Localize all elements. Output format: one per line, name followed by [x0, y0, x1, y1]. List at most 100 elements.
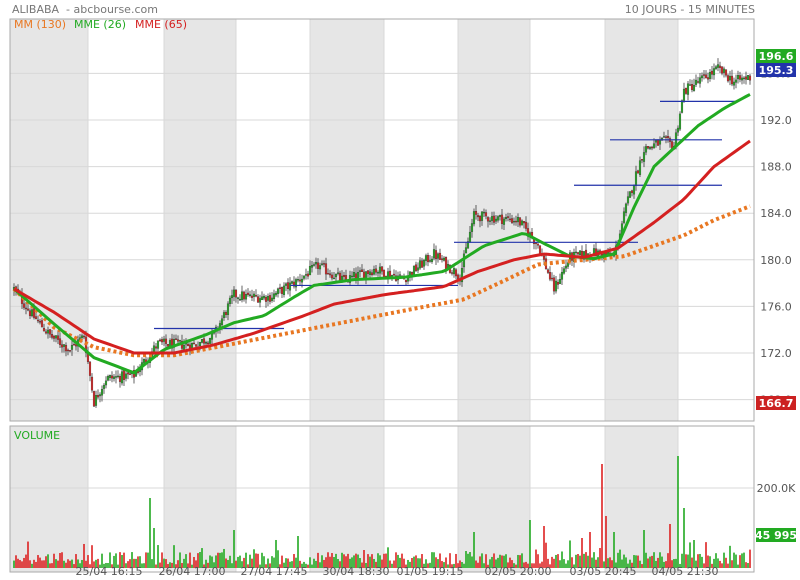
session-shade — [310, 19, 384, 421]
candle-body — [164, 338, 168, 344]
volume-bar — [381, 559, 383, 568]
volume-bar — [477, 562, 479, 568]
volume-bar — [375, 561, 377, 568]
candle-body — [678, 113, 682, 130]
volume-bar — [597, 557, 599, 568]
candle-body — [370, 272, 374, 276]
candle-body — [232, 289, 236, 297]
session-shade — [164, 19, 236, 421]
candle-body — [48, 329, 52, 335]
candle-body — [338, 272, 342, 281]
candle-body — [154, 346, 158, 349]
candle-body — [652, 143, 656, 149]
volume-bar — [241, 561, 243, 568]
volume-bar — [55, 559, 57, 568]
candle-body — [632, 184, 636, 195]
volume-bar — [385, 553, 387, 568]
volume-bar — [213, 562, 215, 568]
volume-bar — [681, 553, 683, 568]
candle-body — [716, 64, 720, 68]
session-shading — [10, 19, 678, 572]
volume-bar — [71, 559, 73, 568]
volume-bar — [207, 562, 209, 568]
volume-bar — [649, 556, 651, 568]
candle-body — [94, 395, 98, 406]
candle-body — [294, 279, 298, 288]
volume-bar — [405, 564, 407, 568]
volume-bar — [217, 552, 219, 568]
candle-body — [260, 296, 264, 301]
legend-mme65: MME (65) — [135, 18, 187, 31]
candle-body — [30, 309, 34, 317]
volume-bar — [407, 559, 409, 568]
volume-bar — [403, 558, 405, 568]
volume-bar — [711, 563, 713, 568]
volume-bar — [417, 558, 419, 568]
candle-body — [22, 303, 26, 308]
candle-body — [228, 297, 232, 304]
volume-bar — [21, 561, 23, 568]
session-shade — [10, 426, 88, 572]
candle-body — [420, 260, 424, 268]
volume-bar — [85, 560, 87, 568]
volume-bar — [251, 558, 253, 568]
x-tick-label: 27/04 17:45 — [241, 565, 308, 578]
candle-body — [238, 298, 242, 301]
volume-bar — [583, 553, 585, 568]
candle-body — [362, 271, 366, 279]
volume-bar — [271, 556, 273, 568]
candle-body — [310, 265, 314, 268]
volume-bar — [545, 542, 547, 568]
volume-bar — [539, 563, 541, 568]
candle-body — [312, 264, 316, 266]
volume-bar — [205, 559, 207, 568]
volume-bar — [445, 557, 447, 568]
volume-bar — [65, 562, 67, 568]
candle-body — [224, 312, 228, 315]
volume-bar — [281, 555, 283, 568]
candle-body — [66, 349, 70, 352]
candle-body — [204, 342, 208, 344]
candle-body — [550, 277, 554, 280]
volume-bar — [235, 560, 237, 568]
candle-body — [88, 361, 92, 376]
candle-body — [432, 249, 436, 259]
candle-body — [202, 338, 206, 344]
candle-body — [480, 211, 484, 221]
candle-body — [72, 344, 76, 346]
volume-bar — [733, 552, 735, 568]
volume-bar — [723, 552, 725, 568]
volume-bar — [625, 557, 627, 568]
candle-body — [272, 293, 276, 300]
volume-bar — [549, 564, 551, 568]
candle-body — [626, 196, 630, 204]
volume-bar — [529, 520, 531, 568]
volume-bar — [89, 564, 91, 568]
volume-bar — [543, 526, 545, 568]
candle-body — [124, 373, 128, 379]
candle-body — [696, 81, 700, 83]
volume-bar — [423, 563, 425, 568]
volume-bar — [113, 555, 115, 568]
volume-bar — [157, 545, 159, 568]
volume-panel-border — [9, 425, 755, 573]
volume-bar — [409, 561, 411, 568]
volume-bar — [551, 556, 553, 568]
volume-bar — [413, 556, 415, 568]
candle-body — [226, 303, 230, 315]
volume-bar — [183, 558, 185, 568]
candle-body — [374, 268, 378, 273]
volume-bar — [579, 555, 581, 568]
candle-body — [158, 339, 162, 342]
candle-body — [240, 291, 244, 301]
candle-body — [206, 342, 210, 345]
volume-bar — [101, 553, 103, 568]
candle-body — [574, 251, 578, 254]
candle-body — [120, 371, 124, 384]
candle-body — [698, 77, 702, 84]
ma-mme65-line — [13, 139, 751, 355]
source-label: - abcbourse.com — [66, 3, 158, 16]
volume-bar — [325, 557, 327, 568]
candle-body — [622, 211, 626, 223]
